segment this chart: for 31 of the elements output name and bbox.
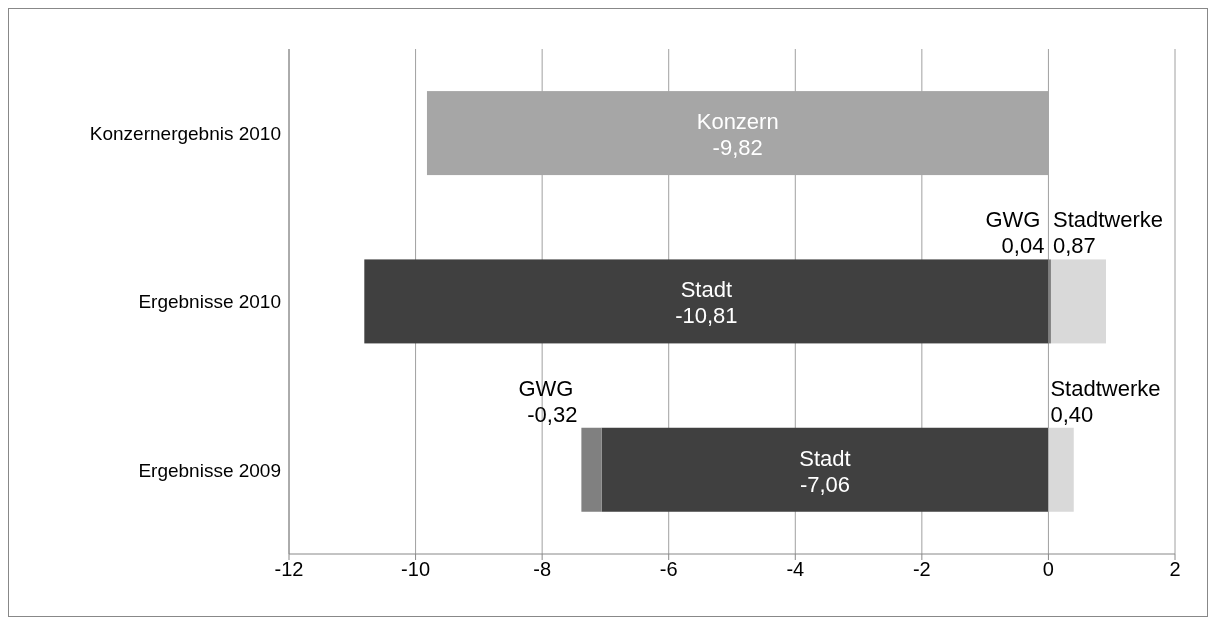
x-tick-label: 2 [1169, 558, 1181, 581]
series-label: Stadt [680, 277, 733, 303]
x-tick-label: 0 [1042, 558, 1054, 581]
y-tick-label: Konzernergebnis 2010 [89, 122, 281, 144]
x-tick-label: -12 [274, 558, 304, 581]
data-label: -0,32 [527, 401, 578, 427]
data-label: 0,04 [1001, 233, 1045, 259]
y-tick-label: Ergebnisse 2009 [138, 459, 281, 481]
y-tick-label: Ergebnisse 2010 [138, 291, 281, 313]
x-tick-label: -2 [912, 558, 931, 581]
x-tick-label: -10 [401, 558, 431, 581]
bar [1050, 259, 1107, 344]
text: Stadt [799, 445, 851, 471]
data-label: -9,82 [712, 135, 763, 161]
data-label: 0,87 [1052, 233, 1096, 259]
x-tick-label: -6 [659, 558, 678, 581]
bar [1048, 259, 1051, 344]
data-label: -10,81 [675, 303, 738, 329]
data-label: 0,40 [1050, 401, 1094, 427]
bar [581, 427, 602, 512]
bar [601, 427, 1049, 512]
text: GWG [985, 207, 1041, 233]
bar [364, 259, 1049, 344]
text: Stadtwerke [1052, 207, 1164, 233]
bar [1048, 427, 1074, 512]
series-label: Konzern [696, 109, 779, 135]
data-label: -7,06 [799, 471, 851, 497]
series-label: Stadtwerke [1050, 375, 1161, 401]
x-tick-label: -8 [533, 558, 552, 581]
series-label: GWG [518, 375, 574, 401]
x-tick-label: -4 [786, 558, 805, 581]
